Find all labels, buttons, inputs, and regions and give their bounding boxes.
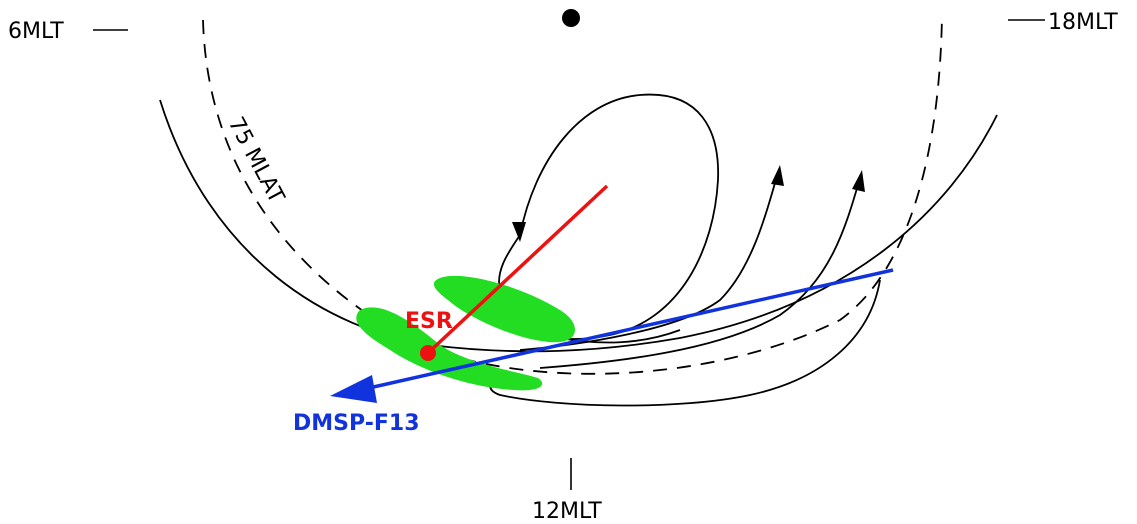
mlat-75-dashed-circle xyxy=(202,14,943,375)
mlat-75-label: 75 MLAT xyxy=(223,113,289,208)
flow-line-5 xyxy=(559,329,681,344)
mlt-18-label: 18MLT xyxy=(1048,10,1118,35)
mlt-6-label: 6MLT xyxy=(8,19,64,44)
dmsp-track-line xyxy=(359,268,894,392)
esr-station-red-dot-icon xyxy=(420,345,436,361)
mlt-12-label: 12MLT xyxy=(532,499,602,524)
flow-line-4 xyxy=(489,279,881,407)
flow-line-3 xyxy=(539,177,861,369)
patch-upper xyxy=(433,275,575,343)
dmsp-label: DMSP-F13 xyxy=(293,411,420,436)
patch-lower xyxy=(356,307,543,391)
flow-line-2 xyxy=(519,171,779,351)
loop-arrow-icon xyxy=(512,222,526,242)
outer-oval xyxy=(159,99,998,353)
dmsp-track-arrow-icon xyxy=(330,375,377,403)
flow-line-3-arrow-icon xyxy=(852,170,865,192)
esr-label: ESR xyxy=(405,309,453,334)
esr-beam-line xyxy=(426,184,609,355)
pole-dot-icon xyxy=(562,9,580,27)
flow-line-2-arrow-icon xyxy=(771,165,784,186)
